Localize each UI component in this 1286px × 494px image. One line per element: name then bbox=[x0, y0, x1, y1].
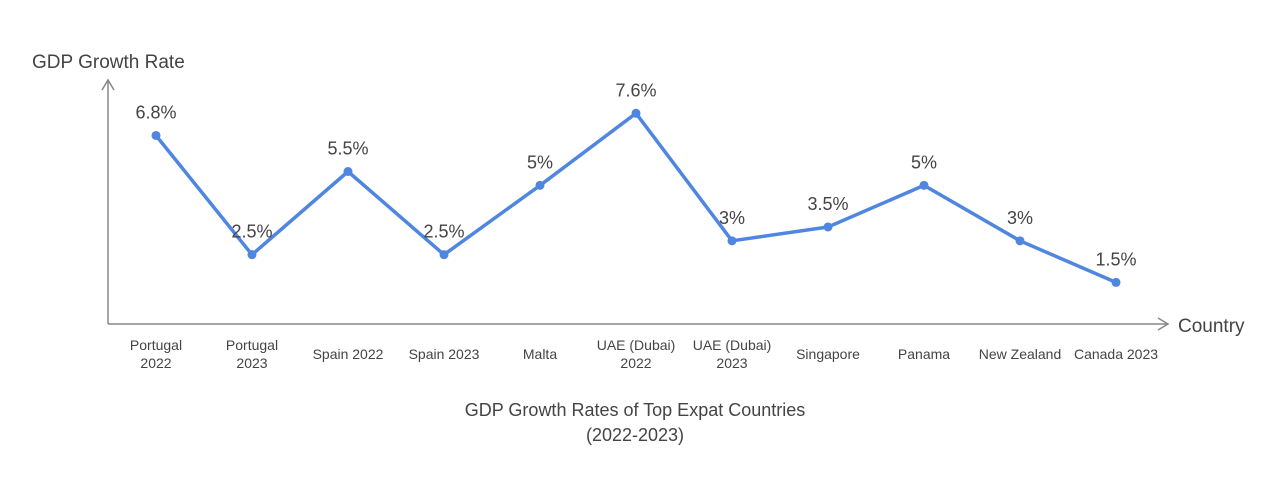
x-tick-label: 2022 bbox=[620, 355, 651, 371]
x-tick-label: Spain 2023 bbox=[409, 346, 480, 362]
series-line bbox=[154, 111, 1118, 285]
data-point bbox=[439, 250, 449, 260]
data-label: 3.5% bbox=[807, 194, 848, 214]
x-tick-label: UAE (Dubai) bbox=[597, 337, 676, 353]
chart-title: GDP Growth Rates of Top Expat Countries bbox=[465, 400, 806, 420]
data-point bbox=[631, 108, 641, 118]
data-point bbox=[151, 130, 161, 140]
data-label: 3% bbox=[1007, 208, 1033, 228]
data-label: 5% bbox=[911, 152, 937, 172]
x-tick-label: Singapore bbox=[796, 346, 860, 362]
x-tick-label: 2022 bbox=[140, 355, 171, 371]
data-point bbox=[247, 250, 257, 260]
x-tick-label: Malta bbox=[523, 346, 557, 362]
data-points bbox=[151, 108, 1121, 287]
x-tick-labels: Portugal 2022 Portugal 2023 Spain 2022 Spain … bbox=[130, 337, 1158, 371]
x-tick-label: Panama bbox=[898, 346, 950, 362]
x-axis-title: Country bbox=[1178, 316, 1245, 337]
data-point bbox=[1111, 277, 1121, 287]
data-point bbox=[823, 222, 833, 232]
data-label: 3% bbox=[719, 208, 745, 228]
data-point bbox=[1015, 236, 1025, 246]
data-point bbox=[727, 236, 737, 246]
x-tick-label: 2023 bbox=[236, 355, 267, 371]
data-label: 5% bbox=[527, 152, 553, 172]
x-axis bbox=[108, 317, 1170, 331]
data-label: 1.5% bbox=[1095, 249, 1136, 269]
data-point bbox=[343, 167, 353, 176]
x-tick-label: New Zealand bbox=[979, 346, 1062, 362]
data-label: 7.6% bbox=[615, 80, 656, 100]
value-labels: 6.8% 2.5% 5.5% 2.5% 5% 7.6% 3% 3.5% 5% 3% 1.5% bbox=[135, 80, 1136, 269]
x-axis-arrow-icon bbox=[1157, 317, 1170, 331]
y-axis-arrow-icon bbox=[101, 78, 115, 91]
x-tick-label: 2023 bbox=[716, 355, 747, 371]
y-axis-title: GDP Growth Rate bbox=[32, 52, 185, 73]
data-point bbox=[535, 180, 545, 190]
data-label: 6.8% bbox=[135, 102, 176, 122]
data-point bbox=[919, 180, 929, 190]
data-label: 2.5% bbox=[231, 222, 272, 242]
x-tick-label: Portugal bbox=[130, 337, 182, 353]
chart-subtitle: (2022-2023) bbox=[586, 425, 684, 445]
y-axis bbox=[101, 78, 115, 324]
x-tick-label: Canada 2023 bbox=[1074, 346, 1158, 362]
data-label: 2.5% bbox=[423, 222, 464, 242]
data-label: 5.5% bbox=[327, 139, 368, 159]
x-tick-label: Spain 2022 bbox=[313, 346, 384, 362]
x-tick-label: Portugal bbox=[226, 337, 278, 353]
x-tick-label: UAE (Dubai) bbox=[693, 337, 772, 353]
